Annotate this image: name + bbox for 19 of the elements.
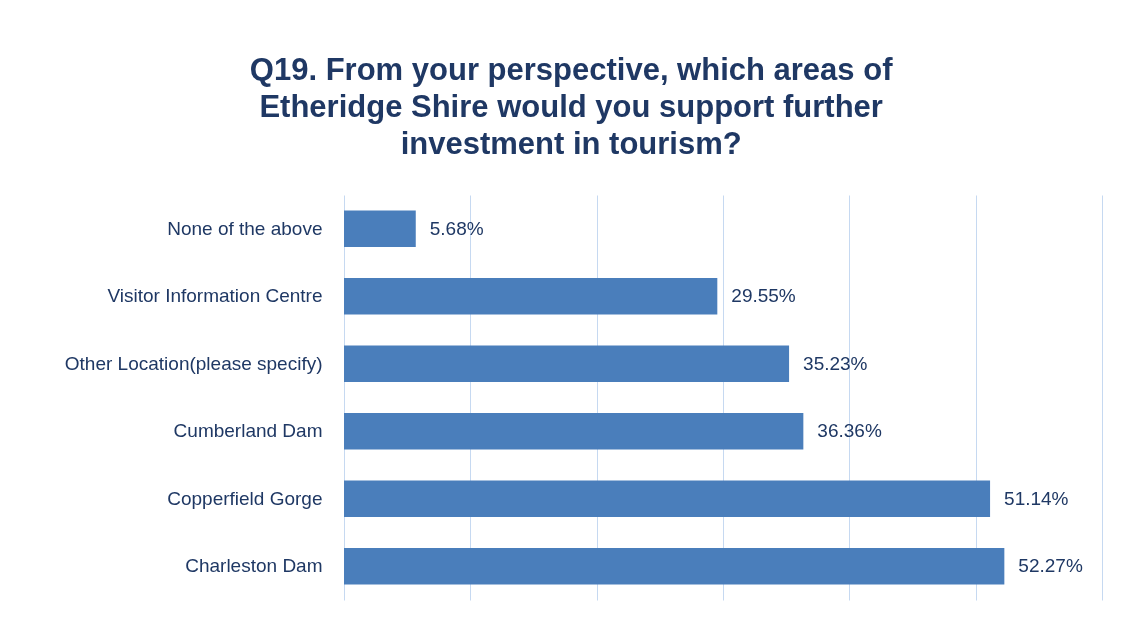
bar bbox=[344, 210, 416, 247]
y-tick-label: Visitor Information Centre bbox=[107, 285, 323, 307]
y-tick-label: Copperfield Gorge bbox=[167, 487, 323, 509]
bar bbox=[344, 480, 991, 517]
chart-title: Q19. From your perspective, which areas of Etheridge Shire would you support further investment in tourism? bbox=[249, 52, 894, 161]
data-label: 51.14% bbox=[1004, 487, 1069, 509]
y-tick-label: Other Location(please specify) bbox=[64, 352, 323, 374]
bar bbox=[344, 278, 718, 315]
y-tick-label: Cumberland Dam bbox=[173, 420, 323, 442]
data-label: 29.55% bbox=[731, 285, 796, 307]
y-tick-label: None of the above bbox=[167, 217, 323, 239]
y-tick-label: Charleston Dam bbox=[185, 555, 323, 577]
bar bbox=[344, 548, 1005, 585]
data-label: 5.68% bbox=[429, 217, 484, 239]
bar bbox=[344, 345, 790, 382]
data-label: 35.23% bbox=[803, 352, 868, 374]
data-label: 36.36% bbox=[817, 420, 882, 442]
data-label: 52.27% bbox=[1018, 555, 1083, 577]
bar bbox=[344, 413, 804, 450]
